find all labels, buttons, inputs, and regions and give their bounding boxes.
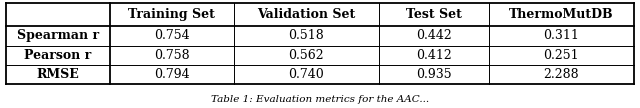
Text: RMSE: RMSE [36,68,79,81]
Text: 0.758: 0.758 [154,49,189,62]
Text: Test Set: Test Set [406,8,461,21]
Text: 0.251: 0.251 [543,49,579,62]
Text: ThermoMutDB: ThermoMutDB [509,8,614,21]
Text: Spearman r: Spearman r [17,29,99,42]
Text: 0.442: 0.442 [416,29,452,42]
Text: Validation Set: Validation Set [257,8,355,21]
Text: 0.935: 0.935 [416,68,452,81]
Text: 0.562: 0.562 [289,49,324,62]
Text: 0.794: 0.794 [154,68,189,81]
Text: Table 1: Evaluation metrics for the AAC...: Table 1: Evaluation metrics for the AAC.… [211,95,429,104]
Text: 0.311: 0.311 [543,29,579,42]
Text: Pearson r: Pearson r [24,49,92,62]
Text: 0.740: 0.740 [289,68,324,81]
Text: 0.518: 0.518 [289,29,324,42]
Text: Training Set: Training Set [129,8,215,21]
Text: 2.288: 2.288 [543,68,579,81]
Text: 0.754: 0.754 [154,29,189,42]
Text: 0.412: 0.412 [416,49,452,62]
